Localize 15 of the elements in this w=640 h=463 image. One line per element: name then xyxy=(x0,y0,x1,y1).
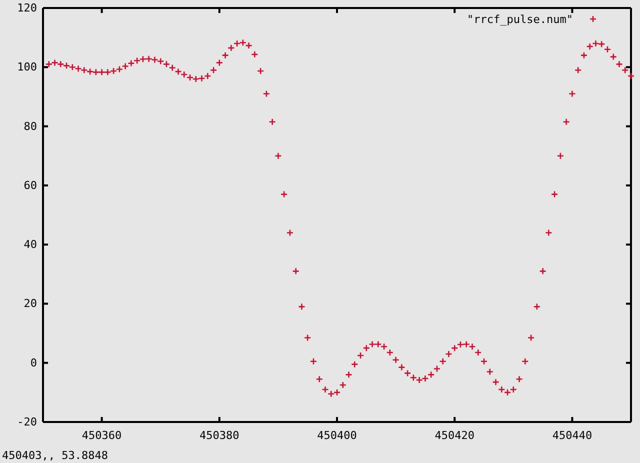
y-tick-label: 40 xyxy=(24,238,37,252)
x-tick-label: 450400 xyxy=(317,428,357,442)
y-tick-label: 120 xyxy=(17,2,37,15)
y-tick-label: 0 xyxy=(30,356,37,370)
x-tick-label: 450360 xyxy=(82,428,122,442)
y-tick-label: 60 xyxy=(24,178,37,192)
y-tick-label: -20 xyxy=(17,416,37,429)
legend-label: "rrcf_pulse.num" xyxy=(467,13,573,26)
y-tick-label: 80 xyxy=(24,120,37,133)
x-tick-label: 450440 xyxy=(552,428,592,442)
x-tick-label: 450420 xyxy=(434,428,474,442)
y-tick-label: 100 xyxy=(17,60,37,74)
y-tick-label: 20 xyxy=(24,297,37,310)
text: 450403,, 53.8848 xyxy=(2,449,108,462)
x-tick-label: 450380 xyxy=(200,428,240,442)
